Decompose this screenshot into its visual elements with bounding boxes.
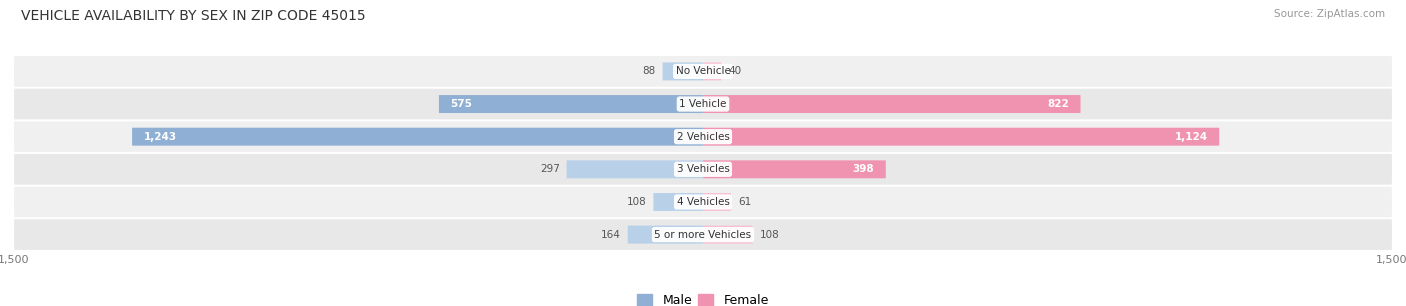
FancyBboxPatch shape — [654, 193, 703, 211]
Text: 3 Vehicles: 3 Vehicles — [676, 164, 730, 174]
Text: Source: ZipAtlas.com: Source: ZipAtlas.com — [1274, 9, 1385, 19]
FancyBboxPatch shape — [703, 226, 752, 244]
Text: 822: 822 — [1047, 99, 1069, 109]
FancyBboxPatch shape — [703, 160, 886, 178]
FancyBboxPatch shape — [14, 89, 1392, 119]
FancyBboxPatch shape — [14, 187, 1392, 217]
Text: 1,243: 1,243 — [143, 132, 177, 142]
FancyBboxPatch shape — [14, 56, 1392, 87]
Text: VEHICLE AVAILABILITY BY SEX IN ZIP CODE 45015: VEHICLE AVAILABILITY BY SEX IN ZIP CODE … — [21, 9, 366, 23]
FancyBboxPatch shape — [132, 128, 703, 146]
Text: 297: 297 — [540, 164, 560, 174]
FancyBboxPatch shape — [14, 121, 1392, 152]
FancyBboxPatch shape — [439, 95, 703, 113]
Text: 164: 164 — [600, 230, 621, 240]
FancyBboxPatch shape — [14, 219, 1392, 250]
Text: 88: 88 — [643, 66, 655, 76]
FancyBboxPatch shape — [627, 226, 703, 244]
Text: 398: 398 — [852, 164, 875, 174]
FancyBboxPatch shape — [703, 128, 1219, 146]
Text: 4 Vehicles: 4 Vehicles — [676, 197, 730, 207]
Text: 5 or more Vehicles: 5 or more Vehicles — [654, 230, 752, 240]
Legend: Male, Female: Male, Female — [637, 294, 769, 306]
Text: 108: 108 — [627, 197, 647, 207]
FancyBboxPatch shape — [703, 95, 1081, 113]
Text: 61: 61 — [738, 197, 751, 207]
Text: 575: 575 — [450, 99, 472, 109]
FancyBboxPatch shape — [703, 193, 731, 211]
Text: 1 Vehicle: 1 Vehicle — [679, 99, 727, 109]
Text: 40: 40 — [728, 66, 741, 76]
Text: No Vehicle: No Vehicle — [675, 66, 731, 76]
FancyBboxPatch shape — [662, 62, 703, 80]
FancyBboxPatch shape — [14, 154, 1392, 185]
FancyBboxPatch shape — [567, 160, 703, 178]
Text: 108: 108 — [759, 230, 779, 240]
Text: 1,124: 1,124 — [1174, 132, 1208, 142]
FancyBboxPatch shape — [703, 62, 721, 80]
Text: 2 Vehicles: 2 Vehicles — [676, 132, 730, 142]
